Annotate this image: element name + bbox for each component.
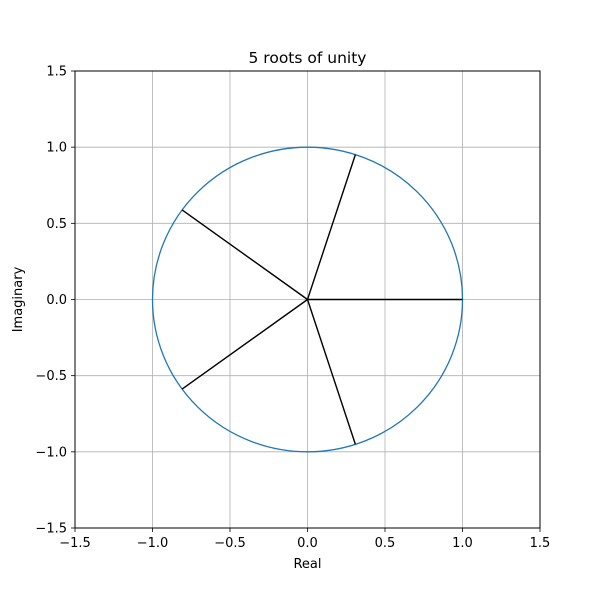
x-tick-label: −1.5	[59, 536, 91, 551]
x-tick-label: 1.0	[452, 536, 473, 551]
root-spoke	[306, 299, 357, 445]
y-tick-label: 1.0	[46, 141, 67, 156]
x-axis-label: Real	[293, 557, 321, 572]
x-tick-label: −0.5	[214, 536, 246, 551]
chart-title: 5 roots of unity	[249, 49, 367, 67]
plot-data	[151, 146, 464, 453]
y-tick-label: 0.0	[46, 293, 67, 308]
x-tick-label: 1.5	[530, 536, 551, 551]
y-tick-label: 1.5	[46, 65, 67, 80]
y-tick-label: −0.5	[35, 369, 67, 384]
x-tick-label: 0.5	[375, 536, 396, 551]
root-spoke	[181, 298, 308, 390]
y-tick-label: 0.5	[46, 217, 67, 232]
y-tick-label: −1.5	[35, 522, 67, 537]
y-axis-label: Imaginary	[11, 266, 26, 332]
y-tick-label: −1.0	[35, 445, 67, 460]
ticks: −1.5 −1.0 −0.5 0.0 0.5 1.0 1.5 −1.5 −1.0 −0.5 0.0 0…	[35, 65, 550, 552]
root-spoke	[306, 154, 357, 300]
root-spoke	[181, 209, 308, 301]
x-tick-label: −1.0	[137, 536, 169, 551]
x-tick-label: 0.0	[297, 536, 318, 551]
